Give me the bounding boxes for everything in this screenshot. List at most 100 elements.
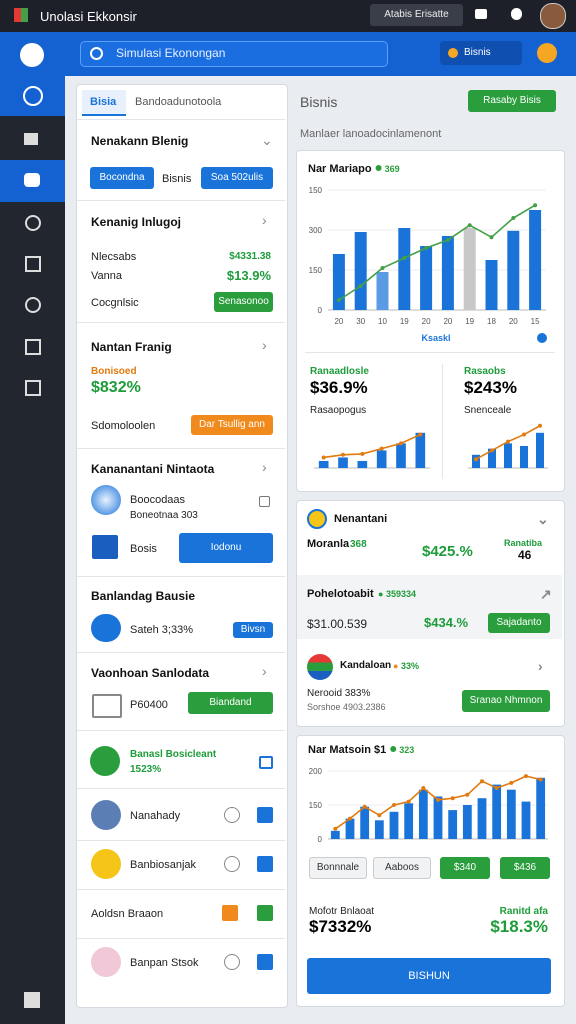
bar (536, 432, 544, 468)
section-title: Kananantani Nintaota (91, 462, 215, 476)
line-point (506, 439, 510, 444)
button[interactable]: $340 (440, 857, 490, 879)
arrow-button[interactable] (257, 954, 273, 970)
y-tick-label: 150 (309, 801, 323, 810)
nav-icon[interactable] (25, 215, 41, 231)
line-point (424, 246, 429, 250)
divider (77, 200, 285, 201)
stat-label: Mofotr Bnlaoat (309, 906, 375, 917)
profile-button[interactable] (537, 43, 557, 63)
divider (442, 364, 443, 479)
button[interactable]: Bivsn (233, 622, 273, 638)
top-button[interactable]: Atabis Erisatte (370, 4, 463, 26)
line-point (421, 786, 426, 790)
line (338, 204, 536, 301)
chevron[interactable]: › (262, 337, 267, 353)
arrow-button[interactable] (257, 856, 273, 872)
row-value: $13.9% (226, 268, 271, 283)
icon[interactable] (224, 856, 240, 872)
mail-icon[interactable] (475, 9, 487, 19)
select[interactable]: Iodonu (179, 533, 273, 563)
chevron[interactable]: › (538, 658, 543, 674)
line-point (399, 441, 403, 446)
row-sub: Sorshoe 4903.2386 (307, 702, 386, 712)
bar (396, 443, 406, 468)
list-item[interactable]: Banpan Stsok (130, 957, 199, 969)
arrow-button[interactable] (257, 807, 273, 823)
divider (77, 788, 285, 789)
line-point (362, 804, 367, 809)
icon[interactable] (224, 954, 240, 970)
chevron[interactable]: ⌄ (537, 511, 549, 527)
line-point (445, 238, 450, 242)
icon[interactable] (224, 807, 240, 823)
bar (472, 454, 480, 468)
search-box[interactable] (80, 41, 388, 67)
item-icon (91, 614, 121, 642)
line-point (465, 792, 470, 797)
button[interactable]: Bonnnale (309, 857, 367, 879)
button[interactable]: Sajadanto (488, 613, 550, 633)
line-point (509, 780, 514, 785)
header-button[interactable]: Rasaby Bisis (468, 90, 556, 112)
bar (360, 806, 370, 839)
button[interactable]: Senasonoo (214, 292, 273, 312)
item-sub: Boneotnaa 303 (130, 510, 198, 521)
chevron[interactable]: ⌄ (261, 132, 273, 148)
chevron[interactable]: › (262, 663, 267, 679)
button[interactable]: Aaboos (373, 857, 431, 879)
button[interactable]: Soa 502ulis (201, 167, 273, 189)
badge-dot (390, 746, 397, 752)
coin-icon (448, 48, 458, 58)
nav-icon[interactable] (25, 339, 41, 355)
camera-icon[interactable] (259, 756, 273, 769)
button[interactable]: $436 (500, 857, 550, 879)
list-item[interactable]: Aoldsn Braaon (91, 908, 164, 920)
divider (77, 938, 285, 939)
line-point (467, 223, 472, 228)
select[interactable]: Biandand (188, 692, 273, 714)
tab[interactable]: Bisia (90, 96, 117, 108)
nav-icon[interactable] (24, 173, 40, 187)
tab-active[interactable] (82, 90, 126, 116)
nav-icon[interactable] (25, 256, 41, 272)
divider (77, 576, 285, 577)
coin-icon (307, 509, 327, 529)
avatar[interactable] (540, 3, 566, 29)
nav-icon[interactable] (25, 380, 41, 396)
chevron[interactable]: › (262, 459, 267, 475)
mini-chart (468, 423, 548, 469)
button[interactable]: Bisnis (162, 173, 192, 185)
bar (389, 811, 399, 839)
nav-icon[interactable] (24, 992, 40, 1008)
tab[interactable]: Bandoadunotoola (135, 96, 222, 108)
button[interactable]: Bocondna (90, 167, 154, 189)
item-icon (307, 654, 333, 680)
bar (507, 230, 520, 310)
y-tick-label: 0 (318, 835, 323, 844)
chevron[interactable]: ↗ (540, 586, 552, 602)
button[interactable]: Sranao Nhmnon (462, 690, 550, 712)
x-tick-label: 19 (400, 317, 409, 326)
mini-chart (314, 432, 430, 469)
mini-subtitle: Snenceale (464, 405, 512, 416)
section-title: Kenanig Inlugoj (91, 215, 181, 229)
x-tick-label: 18 (487, 317, 496, 326)
line-point (379, 446, 384, 451)
list-item[interactable]: Nanahady (130, 810, 181, 822)
primary-button[interactable]: BISHUN (307, 958, 551, 994)
nav-icon[interactable] (25, 297, 41, 313)
arrow-button[interactable] (257, 905, 273, 921)
bell-icon[interactable] (511, 8, 522, 20)
icon[interactable] (222, 905, 238, 921)
nav-icon[interactable] (24, 133, 38, 145)
bar (506, 789, 516, 839)
icon[interactable] (259, 496, 270, 507)
list-item[interactable]: Banbiosanjak (130, 859, 197, 871)
line (323, 433, 421, 459)
card-title: Nenantani (334, 513, 388, 525)
badge: ● 359334 (378, 589, 416, 599)
button[interactable]: Dar Tsullig ann (191, 415, 273, 435)
chevron[interactable]: › (262, 212, 267, 228)
bar (374, 820, 384, 839)
